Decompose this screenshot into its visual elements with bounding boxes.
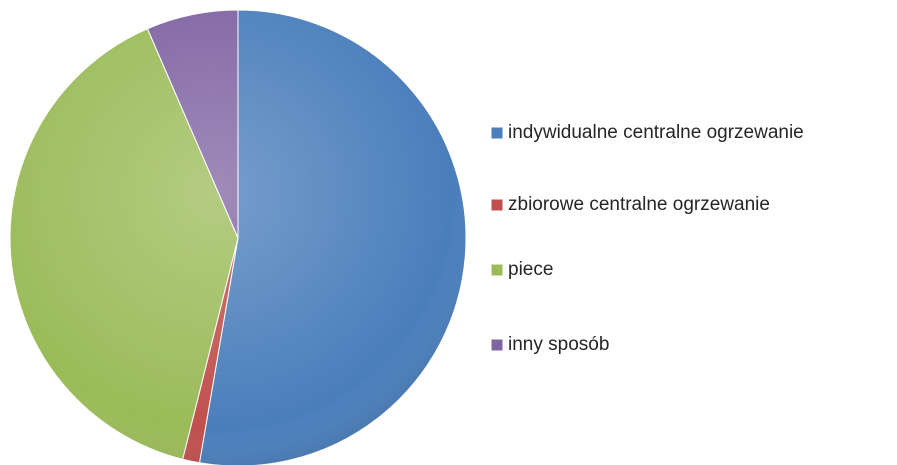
legend-swatch — [490, 198, 504, 212]
legend: indywidualne centralne ogrzewanie zbiorow… — [490, 122, 804, 355]
legend-swatch — [490, 338, 504, 352]
legend-label: zbiorowe centralne ogrzewanie — [508, 194, 770, 215]
legend-swatch — [490, 126, 504, 140]
pie — [9, 9, 467, 465]
legend-label: inny sposób — [508, 334, 609, 355]
legend-swatch — [490, 263, 504, 277]
legend-label: indywidualne centralne ogrzewanie — [508, 122, 804, 143]
pie-slice — [198, 9, 467, 465]
legend-label: piece — [508, 259, 553, 280]
